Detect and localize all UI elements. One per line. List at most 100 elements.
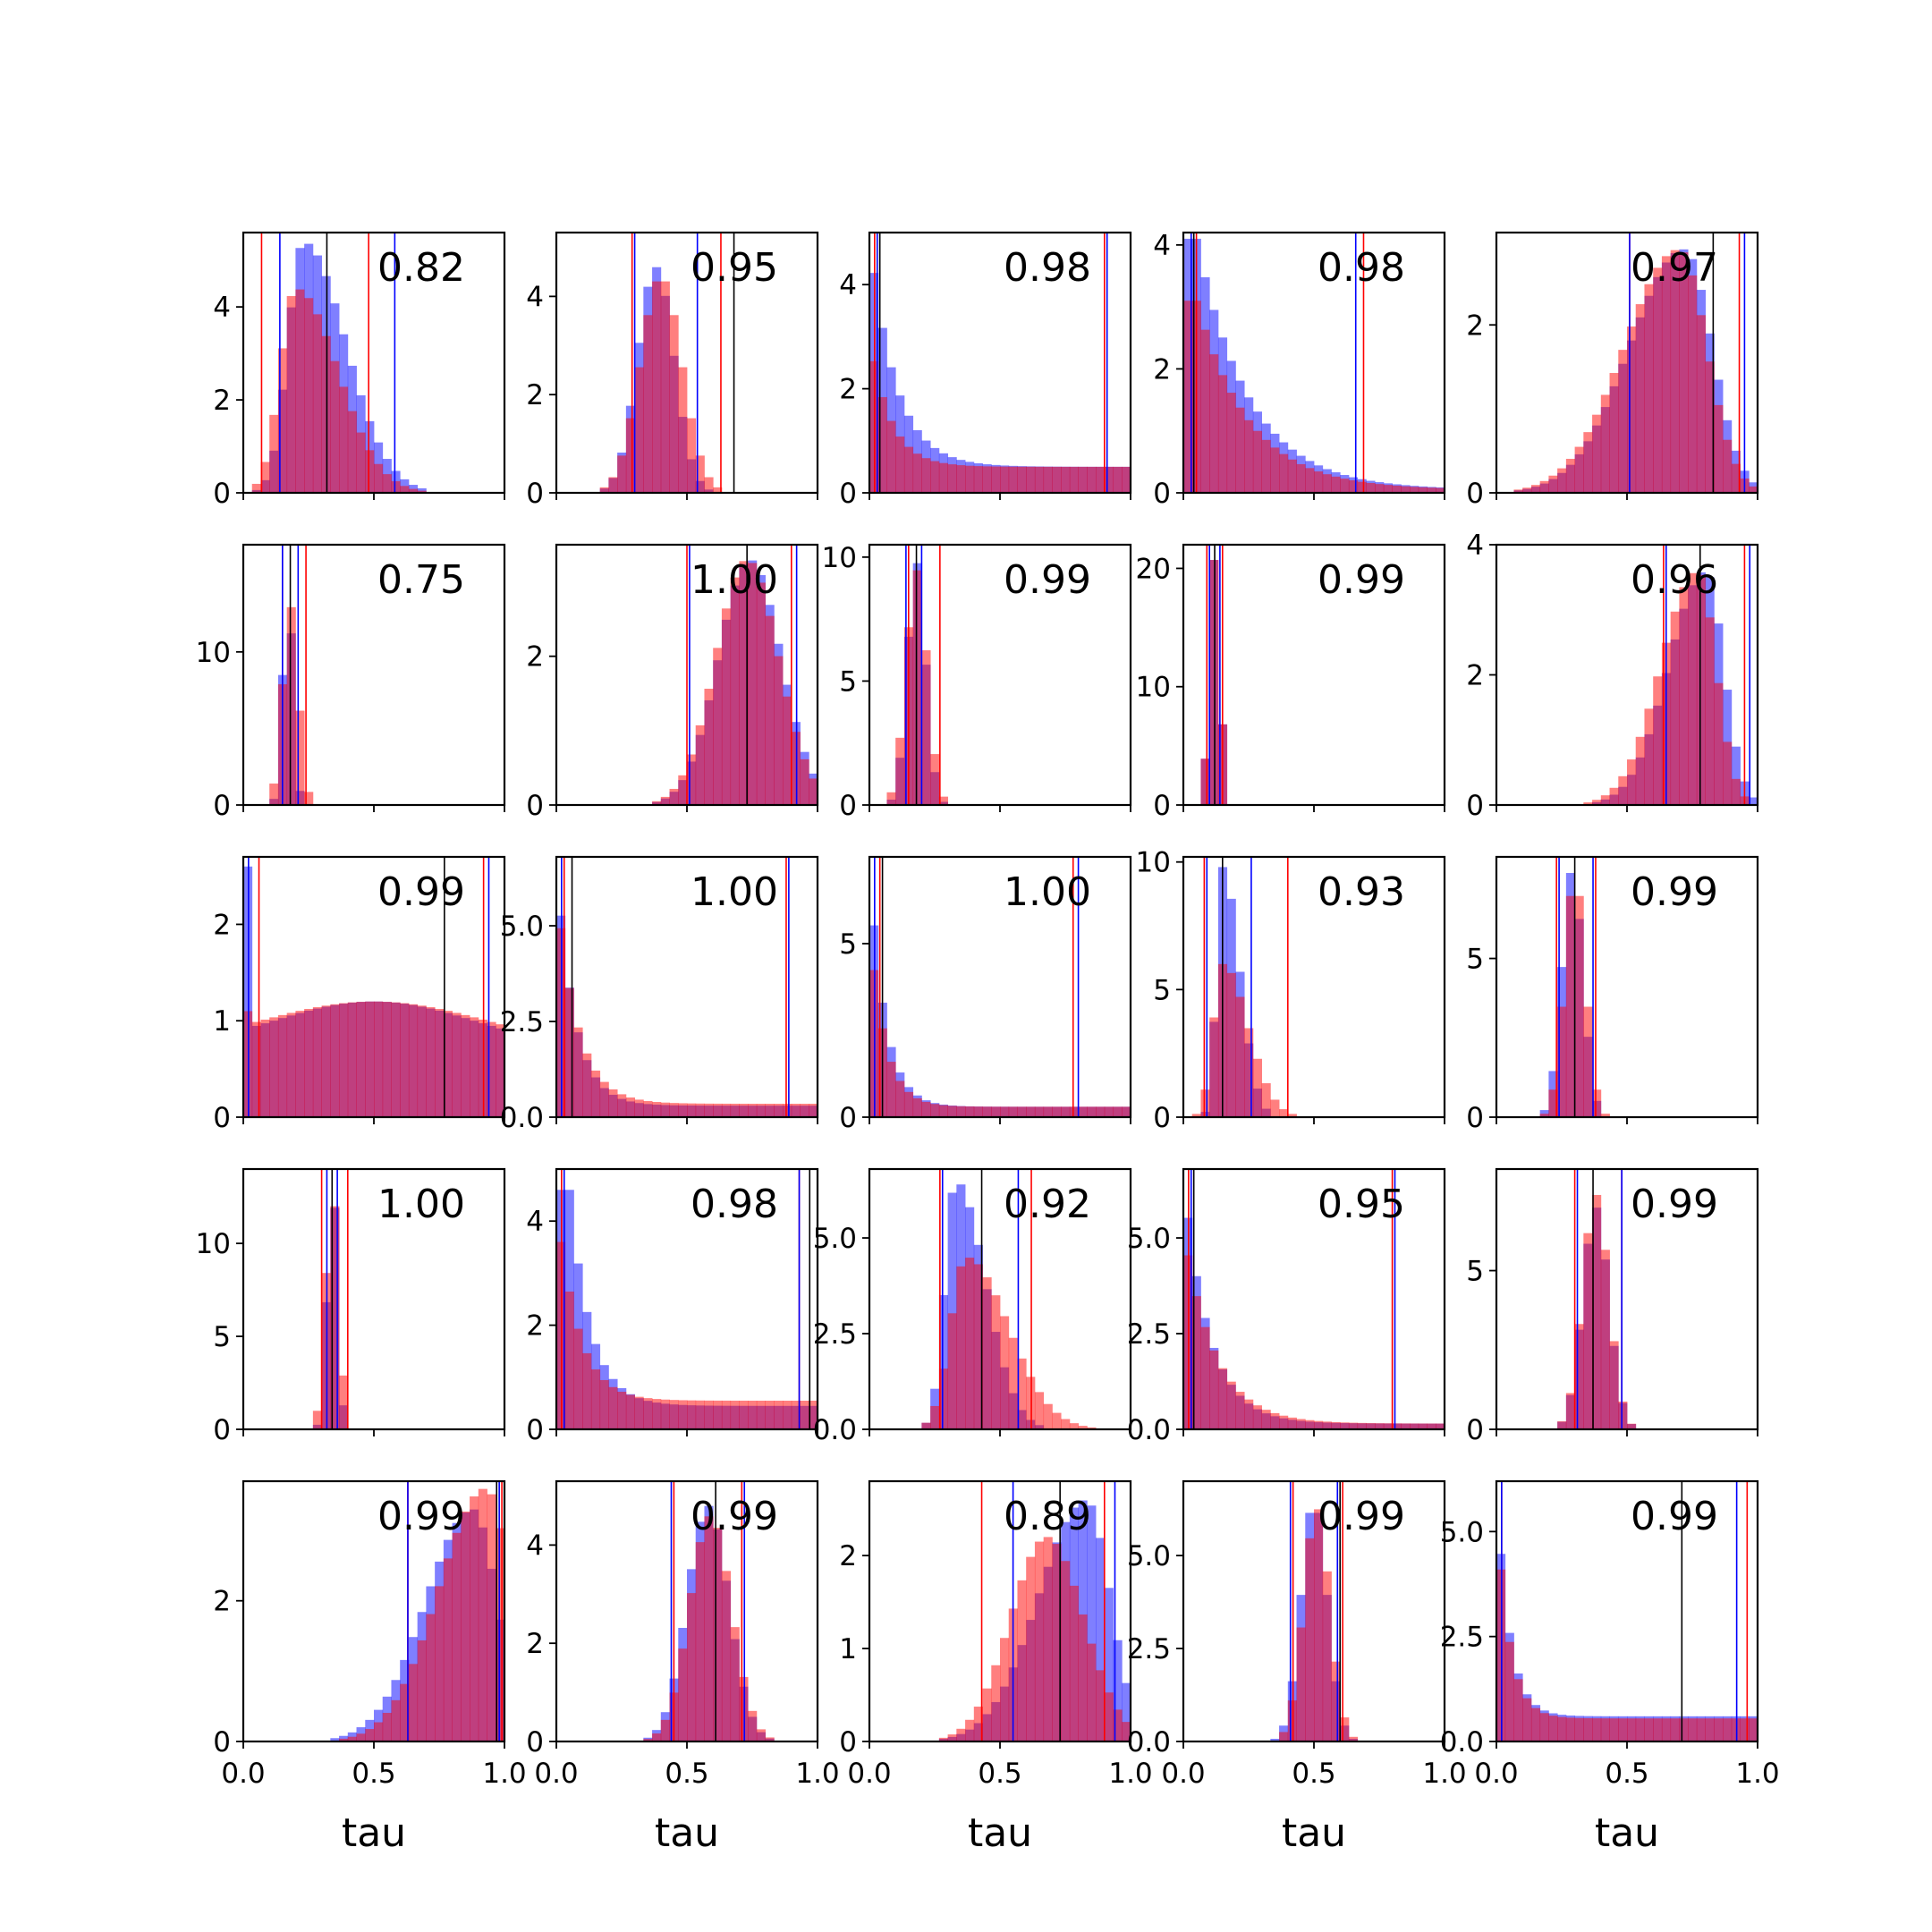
red-histogram-bar [1705, 1718, 1715, 1741]
red-histogram-bar [1653, 676, 1663, 805]
red-histogram-bar [809, 1400, 818, 1429]
red-histogram-bar [286, 606, 296, 805]
red-histogram-bar [652, 1102, 662, 1117]
red-histogram-bar [1340, 479, 1350, 493]
panel-annotation: 0.97 [1631, 245, 1718, 291]
x-tick-label: 1.0 [1735, 1758, 1779, 1790]
red-histogram-bar [704, 689, 714, 805]
red-histogram-bar [1740, 1718, 1750, 1741]
y-tick-label: 4 [526, 1530, 544, 1562]
y-tick-label: 10 [822, 542, 857, 574]
red-histogram-bar [1609, 1341, 1619, 1429]
red-histogram-bar [1252, 430, 1262, 493]
red-histogram-bar [652, 281, 662, 493]
red-histogram-bar [678, 1103, 688, 1117]
blue-histogram-bar [1087, 1505, 1097, 1741]
red-histogram-bar [1513, 1679, 1523, 1741]
red-histogram-bar [791, 1400, 801, 1429]
y-tick-label: 2 [213, 1586, 231, 1618]
y-tick-label: 2.5 [813, 1318, 857, 1351]
red-histogram-bar [1061, 466, 1071, 493]
red-histogram-bar [912, 570, 922, 805]
red-histogram-bar [1600, 394, 1610, 493]
y-tick-label: 0 [1466, 1414, 1484, 1446]
red-histogram-bar [783, 1400, 792, 1429]
red-histogram-bar [1043, 466, 1053, 493]
red-histogram-bar [590, 1369, 601, 1429]
red-histogram-bar [1557, 1006, 1567, 1117]
red-histogram-bar [347, 1736, 357, 1741]
red-histogram-bar [938, 1105, 948, 1117]
red-histogram-bar [1574, 1324, 1584, 1429]
red-histogram-bar [408, 1664, 419, 1741]
red-histogram-bar [1209, 1350, 1219, 1429]
red-histogram-bar [1235, 407, 1245, 493]
red-histogram-bar [1069, 1106, 1079, 1117]
red-histogram-bar [356, 1002, 366, 1117]
x-axis-label: tau [655, 1810, 719, 1856]
y-tick-label: 0 [1153, 790, 1171, 822]
red-histogram-bar [1322, 1571, 1332, 1741]
red-histogram-bar [774, 1400, 784, 1429]
red-histogram-bar [312, 314, 322, 493]
red-histogram-bar [1749, 1718, 1758, 1741]
y-tick-label: 4 [1153, 230, 1171, 262]
x-tick-label: 0.5 [1292, 1758, 1335, 1790]
panel-17: 0 2 4 0.98 [526, 1167, 819, 1446]
red-histogram-bar [1017, 1580, 1027, 1741]
red-histogram-bar [1688, 275, 1698, 493]
red-histogram-bar [1557, 468, 1567, 493]
red-histogram-bar [1530, 485, 1541, 493]
y-tick-label: 2 [1153, 353, 1171, 386]
red-histogram-bar [1296, 1419, 1306, 1429]
red-histogram-bar [1052, 1106, 1062, 1117]
red-histogram-bar [1418, 1423, 1428, 1429]
red-histogram-bar [321, 1005, 331, 1117]
red-histogram-bar [330, 1206, 340, 1429]
red-histogram-bar [713, 648, 723, 805]
red-histogram-bar [1627, 326, 1637, 493]
red-histogram-bar [678, 775, 688, 805]
red-histogram-bar [443, 1011, 453, 1117]
red-histogram-bar [991, 1665, 1001, 1741]
red-histogram-bar [1436, 487, 1445, 493]
red-histogram-bar [400, 486, 410, 493]
x-tick-label: 0.5 [665, 1758, 708, 1790]
red-histogram-bar [312, 1007, 322, 1117]
red-histogram-bar [1104, 466, 1114, 493]
red-histogram-bar [1436, 1423, 1445, 1429]
red-histogram-bar [660, 1719, 670, 1741]
red-histogram-bar [756, 1400, 766, 1429]
red-histogram-bar [1383, 485, 1393, 493]
y-tick-label: 5 [1466, 1256, 1484, 1288]
y-tick-label: 0 [213, 1414, 231, 1446]
red-histogram-bar [374, 1001, 384, 1117]
panel-annotation: 0.95 [691, 245, 778, 291]
red-histogram-bar [295, 1011, 305, 1117]
red-histogram-bar [599, 1379, 609, 1429]
red-histogram-bar [408, 488, 419, 493]
red-histogram-bar [564, 1291, 574, 1429]
red-histogram-bar [1583, 1233, 1593, 1429]
red-histogram-bar [1052, 466, 1062, 493]
panel-annotation: 0.96 [1631, 557, 1718, 603]
y-tick-label: 0 [526, 1726, 544, 1758]
red-histogram-bar [1600, 1250, 1610, 1429]
red-histogram-bar [1696, 574, 1706, 805]
red-histogram-bar [400, 1683, 410, 1741]
red-histogram-bar [660, 281, 670, 493]
red-histogram-bar [1078, 1106, 1088, 1117]
red-histogram-bar [277, 348, 288, 493]
red-histogram-bar [783, 1104, 792, 1117]
red-histogram-bar [1235, 996, 1245, 1117]
y-tick-label: 5 [839, 665, 857, 698]
red-histogram-bar [1008, 1337, 1018, 1429]
red-histogram-bar [1279, 453, 1289, 493]
red-histogram-bar [1592, 1089, 1602, 1117]
red-histogram-bar [687, 418, 697, 493]
red-histogram-bar [1392, 485, 1402, 493]
y-tick-label: 20 [1136, 553, 1171, 585]
red-histogram-bar [1679, 252, 1689, 493]
red-histogram-bar [1644, 708, 1654, 805]
